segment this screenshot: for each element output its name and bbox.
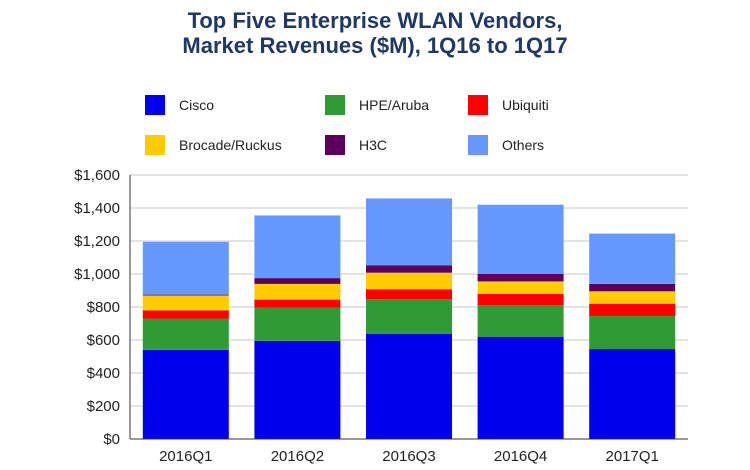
- x-tick-label: 2016Q3: [382, 448, 435, 465]
- bar-segment: [589, 349, 676, 439]
- bar-segment: [366, 299, 452, 334]
- bar-segment: [254, 278, 341, 284]
- bar-segment: [366, 265, 452, 273]
- legend-swatch-brocade-ruckus: [145, 135, 165, 155]
- y-tick-label: $1,200: [74, 233, 120, 250]
- y-tick-label: $1,400: [74, 200, 120, 217]
- bar-segment: [254, 340, 341, 439]
- legend-swatch-h3c: [325, 135, 345, 155]
- legend-swatch-hpe-aruba: [325, 95, 345, 115]
- bar-segment: [254, 299, 341, 308]
- legend-label-cisco: Cisco: [179, 97, 215, 113]
- bar-segment: [142, 349, 229, 439]
- y-tick-label: $1,000: [74, 266, 120, 283]
- bar-segment: [589, 233, 676, 284]
- axes: $0 $200 $400 $600 $800 $1,000 $1,200 $1,400 $1,6…: [74, 167, 688, 465]
- y-tick-label: $1,600: [74, 167, 120, 184]
- bar-segment: [366, 272, 452, 290]
- bar-segment: [142, 318, 229, 350]
- legend-item-ubiquiti: Ubiquiti: [468, 93, 549, 117]
- bar-segment: [142, 310, 229, 319]
- bar-segment: [366, 198, 452, 266]
- chart-title-line1: Top Five Enterprise WLAN Vendors,: [187, 8, 563, 33]
- bar-segment: [142, 241, 229, 295]
- bar-segment: [477, 305, 564, 337]
- legend-item-hpe-aruba: HPE/Aruba: [325, 93, 429, 117]
- x-tick-label: 2016Q2: [271, 448, 324, 465]
- bar-segment: [366, 289, 452, 300]
- bar-segment: [477, 204, 564, 274]
- legend-label-hpe-aruba: HPE/Aruba: [359, 97, 430, 113]
- legend-label-h3c: H3C: [359, 137, 388, 153]
- bar-segment: [142, 294, 229, 296]
- bar-segment: [589, 316, 676, 350]
- bar-segment: [477, 293, 564, 306]
- bar-segment: [254, 215, 341, 279]
- legend-swatch-ubiquiti: [468, 95, 488, 115]
- bar-segment: [589, 303, 676, 317]
- y-tick-label: $800: [87, 299, 120, 316]
- legend-label-brocade-ruckus: Brocade/Ruckus: [179, 137, 282, 153]
- legend-swatch-cisco: [145, 95, 165, 115]
- bar-segment: [254, 307, 341, 341]
- legend-label-others: Others: [502, 137, 545, 153]
- chart-title-line2: Market Revenues ($M), 1Q16 to 1Q17: [182, 33, 568, 58]
- legend-label-ubiquiti: Ubiquiti: [502, 97, 549, 113]
- bar-segment: [589, 291, 676, 304]
- y-tick-label: $0: [103, 431, 120, 448]
- bar-segment: [254, 283, 341, 300]
- legend-item-others: Others: [468, 133, 544, 157]
- y-tick-label: $400: [87, 365, 120, 382]
- x-tick-label: 2016Q1: [159, 448, 212, 465]
- legend-item-cisco: Cisco: [145, 93, 214, 117]
- bar-segment: [477, 336, 564, 439]
- bar-segment: [477, 274, 564, 282]
- y-tick-label: $600: [87, 332, 120, 349]
- bars: [142, 198, 676, 439]
- legend-item-h3c: H3C: [325, 133, 387, 157]
- bar-segment: [477, 281, 564, 294]
- legend-item-brocade-ruckus: Brocade/Ruckus: [145, 133, 282, 157]
- x-tick-label: 2017Q1: [606, 448, 659, 465]
- bar-segment: [366, 333, 452, 439]
- legend-swatch-others: [468, 135, 488, 155]
- bar-segment: [142, 295, 229, 311]
- x-tick-label: 2016Q4: [494, 448, 547, 465]
- bar-segment: [589, 283, 676, 292]
- y-tick-label: $200: [87, 398, 120, 415]
